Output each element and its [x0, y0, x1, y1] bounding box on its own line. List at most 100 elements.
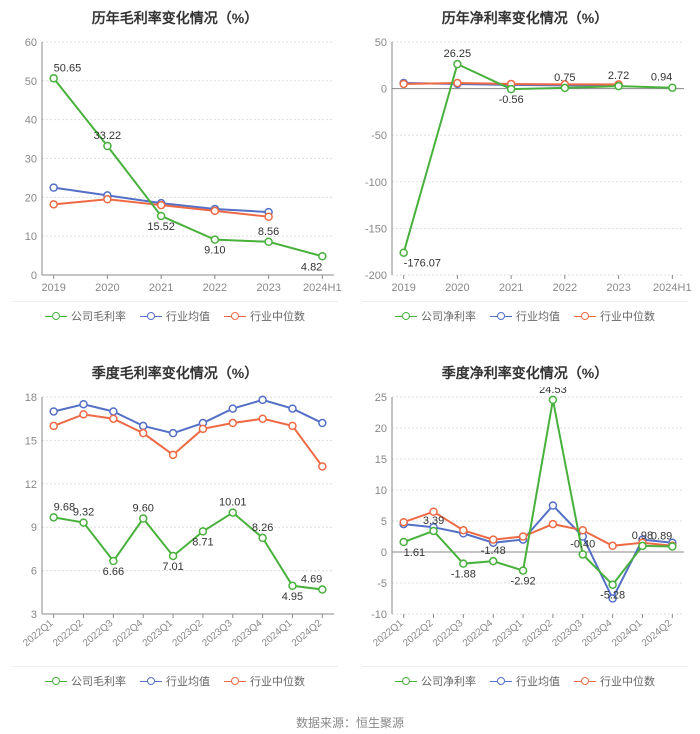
chart-svg: -10-505101520252022Q12022Q22022Q32022Q42…: [354, 387, 694, 662]
chart-title: 历年毛利率变化情况（%）: [4, 8, 346, 28]
svg-text:10: 10: [25, 231, 37, 243]
svg-text:9.32: 9.32: [73, 507, 94, 519]
legend-swatch: [45, 676, 67, 686]
svg-text:0: 0: [381, 547, 387, 559]
legend-item: 行业均值: [490, 308, 560, 324]
chart-svg: 3691215182022Q12022Q22022Q32022Q42023Q12…: [4, 387, 344, 662]
svg-text:0.75: 0.75: [554, 72, 575, 84]
legend-label: 行业均值: [516, 673, 560, 689]
svg-text:4.82: 4.82: [301, 261, 322, 273]
svg-text:-176.07: -176.07: [404, 258, 441, 270]
chart-title: 季度毛利率变化情况（%）: [4, 363, 346, 383]
svg-text:-0.56: -0.56: [499, 94, 524, 106]
svg-text:2022: 2022: [553, 282, 577, 294]
svg-text:-5.28: -5.28: [600, 590, 625, 602]
svg-text:2.72: 2.72: [608, 70, 629, 82]
legend-label: 行业中位数: [600, 673, 655, 689]
data-source-label: 数据来源：恒生聚源: [0, 710, 700, 731]
svg-text:20: 20: [375, 423, 387, 435]
svg-text:2019: 2019: [41, 282, 65, 294]
svg-text:18: 18: [25, 392, 37, 404]
legend-item: 公司毛利率: [45, 673, 126, 689]
legend-item: 公司毛利率: [45, 308, 126, 324]
chart-panel-quarter_gross: 季度毛利率变化情况（%）3691215182022Q12022Q22022Q32…: [0, 355, 350, 710]
chart-title: 季度净利率变化情况（%）: [354, 363, 696, 383]
legend-label: 公司毛利率: [71, 308, 126, 324]
svg-text:12: 12: [25, 479, 37, 491]
svg-text:20: 20: [25, 192, 37, 204]
svg-text:-0.40: -0.40: [570, 538, 595, 550]
svg-text:8.56: 8.56: [258, 226, 279, 238]
svg-text:2020: 2020: [445, 282, 469, 294]
svg-text:-5: -5: [377, 578, 387, 590]
svg-text:2019: 2019: [391, 282, 415, 294]
svg-text:-50: -50: [371, 130, 387, 142]
svg-text:2023Q4: 2023Q4: [580, 618, 615, 650]
svg-text:0: 0: [31, 270, 37, 282]
svg-text:2023Q3: 2023Q3: [200, 618, 235, 650]
svg-text:2022Q1: 2022Q1: [371, 618, 406, 650]
svg-text:2022Q4: 2022Q4: [461, 618, 496, 650]
svg-text:50: 50: [375, 37, 387, 49]
legend-item: 公司净利率: [395, 308, 476, 324]
svg-text:6: 6: [31, 566, 37, 578]
svg-text:10: 10: [375, 485, 387, 497]
svg-text:2024H1: 2024H1: [653, 282, 692, 294]
svg-text:4.95: 4.95: [282, 591, 303, 603]
svg-text:15: 15: [375, 454, 387, 466]
legend-item: 行业中位数: [574, 308, 655, 324]
legend-label: 行业中位数: [250, 673, 305, 689]
svg-text:2023Q2: 2023Q2: [521, 618, 556, 650]
svg-text:2024Q2: 2024Q2: [640, 618, 675, 650]
legend-label: 行业均值: [166, 673, 210, 689]
svg-text:40: 40: [25, 115, 37, 127]
svg-text:2021: 2021: [499, 282, 523, 294]
chart-grid: 历年毛利率变化情况（%）0102030405060201920202021202…: [0, 0, 700, 710]
svg-text:2022Q2: 2022Q2: [51, 618, 86, 650]
svg-text:1.61: 1.61: [404, 547, 425, 559]
chart-legend: 公司毛利率 行业均值 行业中位数: [12, 666, 338, 689]
legend-swatch: [45, 311, 67, 321]
legend-swatch: [140, 311, 162, 321]
svg-text:-100: -100: [365, 177, 387, 189]
svg-text:-2.92: -2.92: [511, 576, 536, 588]
svg-text:25: 25: [375, 392, 387, 404]
legend-swatch: [574, 676, 596, 686]
svg-text:2022Q3: 2022Q3: [431, 618, 466, 650]
svg-text:33.22: 33.22: [94, 130, 122, 142]
svg-text:2021: 2021: [149, 282, 173, 294]
legend-swatch: [395, 311, 417, 321]
chart-legend: 公司毛利率行业均值行业中位数: [12, 301, 338, 324]
svg-text:3.39: 3.39: [423, 515, 444, 527]
legend-item: 行业中位数: [224, 673, 305, 689]
svg-text:15: 15: [25, 435, 37, 447]
legend-swatch: [574, 311, 596, 321]
svg-text:9.10: 9.10: [204, 245, 225, 257]
svg-text:2023Q1: 2023Q1: [491, 618, 526, 650]
chart-legend: 公司净利率 行业均值 行业中位数: [362, 666, 688, 689]
svg-text:2024H1: 2024H1: [303, 282, 342, 294]
svg-text:2024Q1: 2024Q1: [260, 618, 295, 650]
legend-item: 行业中位数: [224, 308, 305, 324]
legend-item: 行业均值: [140, 673, 210, 689]
svg-text:-150: -150: [365, 223, 387, 235]
svg-text:50.65: 50.65: [54, 62, 82, 74]
svg-text:50: 50: [25, 76, 37, 88]
chart-panel-annual_net: 历年净利率变化情况（%）-200-150-100-500502019202020…: [350, 0, 700, 355]
svg-text:-1.48: -1.48: [481, 545, 506, 557]
chart-panel-annual_gross: 历年毛利率变化情况（%）0102030405060201920202021202…: [0, 0, 350, 355]
svg-text:7.01: 7.01: [162, 561, 183, 573]
legend-label: 公司净利率: [421, 673, 476, 689]
legend-swatch: [224, 676, 246, 686]
legend-label: 行业中位数: [600, 308, 655, 324]
legend-swatch: [490, 311, 512, 321]
svg-text:2022: 2022: [203, 282, 227, 294]
svg-text:-200: -200: [365, 270, 387, 282]
legend-item: 公司净利率: [395, 673, 476, 689]
svg-text:9.60: 9.60: [133, 503, 154, 515]
svg-text:2024Q2: 2024Q2: [290, 618, 325, 650]
svg-text:2022Q1: 2022Q1: [21, 618, 56, 650]
svg-text:9: 9: [31, 522, 37, 534]
svg-text:26.25: 26.25: [444, 48, 472, 60]
svg-text:10.01: 10.01: [219, 497, 247, 509]
